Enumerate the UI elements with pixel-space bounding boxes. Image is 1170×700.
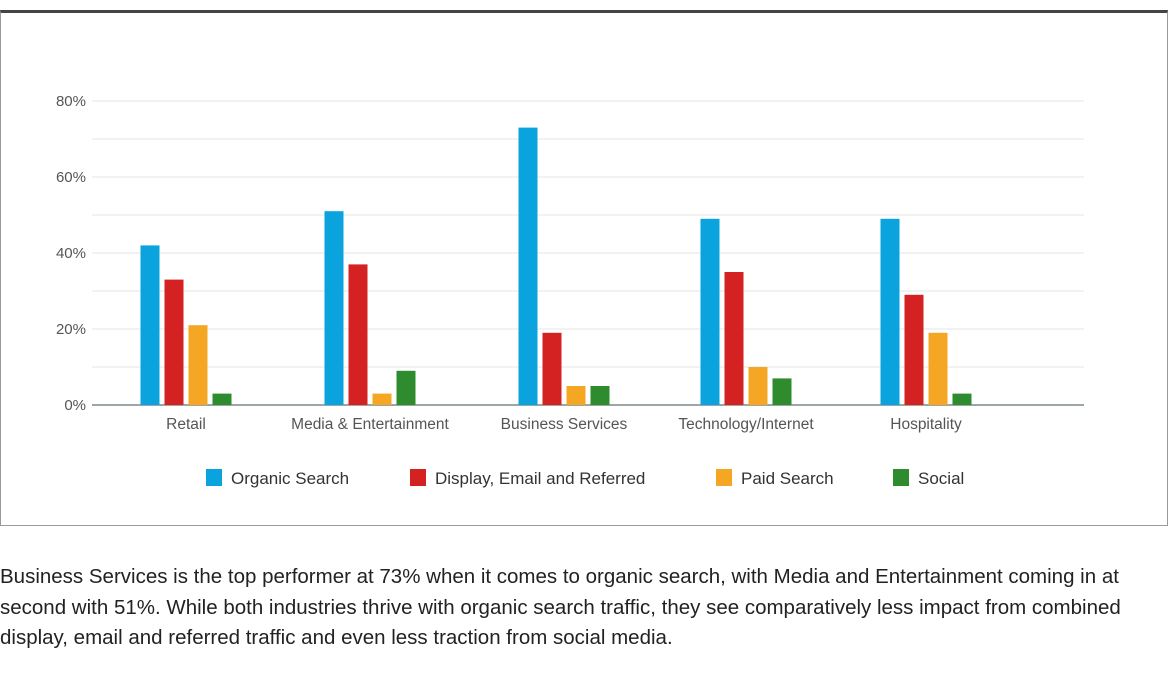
bar <box>566 386 586 405</box>
legend-label: Social <box>918 469 964 488</box>
bar <box>590 386 610 405</box>
legend-swatch <box>410 469 426 486</box>
y-tick-label: 20% <box>56 321 86 338</box>
bar <box>140 245 160 405</box>
bar <box>904 294 924 405</box>
x-tick-label: Business Services <box>501 416 628 433</box>
bar <box>518 127 538 405</box>
bar-chart: 0% 20% 40% 60% 80% Retail Media & Entertainme… <box>56 93 1084 488</box>
bar <box>372 393 392 405</box>
x-tick-label: Media & Entertainment <box>291 416 449 433</box>
chart-frame <box>0 10 1168 526</box>
bar <box>164 279 184 405</box>
bar <box>928 332 948 405</box>
legend-label: Display, Email and Referred <box>435 469 645 488</box>
legend-label: Paid Search <box>741 469 834 488</box>
bar <box>542 332 562 405</box>
chart-caption: Business Services is the top performer a… <box>0 565 1121 649</box>
legend-swatch <box>893 469 909 486</box>
y-tick-label: 80% <box>56 93 86 110</box>
bar <box>396 370 416 405</box>
legend-swatch <box>206 469 222 486</box>
x-axis-ticks: Retail Media & Entertainment Business Serv… <box>166 416 962 433</box>
y-tick-label: 0% <box>64 397 86 414</box>
bar <box>952 393 972 405</box>
y-axis-ticks: 0% 20% 40% 60% 80% <box>56 93 86 414</box>
bar <box>772 378 792 405</box>
bar <box>724 272 744 405</box>
bar <box>880 218 900 405</box>
x-tick-label: Retail <box>166 416 206 433</box>
bars <box>140 127 972 405</box>
legend-label: Organic Search <box>231 469 349 488</box>
y-tick-label: 60% <box>56 169 86 186</box>
bar <box>348 264 368 405</box>
bar <box>188 325 208 405</box>
x-tick-label: Technology/Internet <box>678 416 814 433</box>
x-tick-label: Hospitality <box>890 416 962 433</box>
legend: Organic Search Display, Email and Referre… <box>206 469 964 488</box>
bar <box>324 211 344 405</box>
legend-swatch <box>716 469 732 486</box>
bar <box>212 393 232 405</box>
y-tick-label: 40% <box>56 245 86 262</box>
bar <box>700 218 720 405</box>
bar <box>748 367 768 405</box>
